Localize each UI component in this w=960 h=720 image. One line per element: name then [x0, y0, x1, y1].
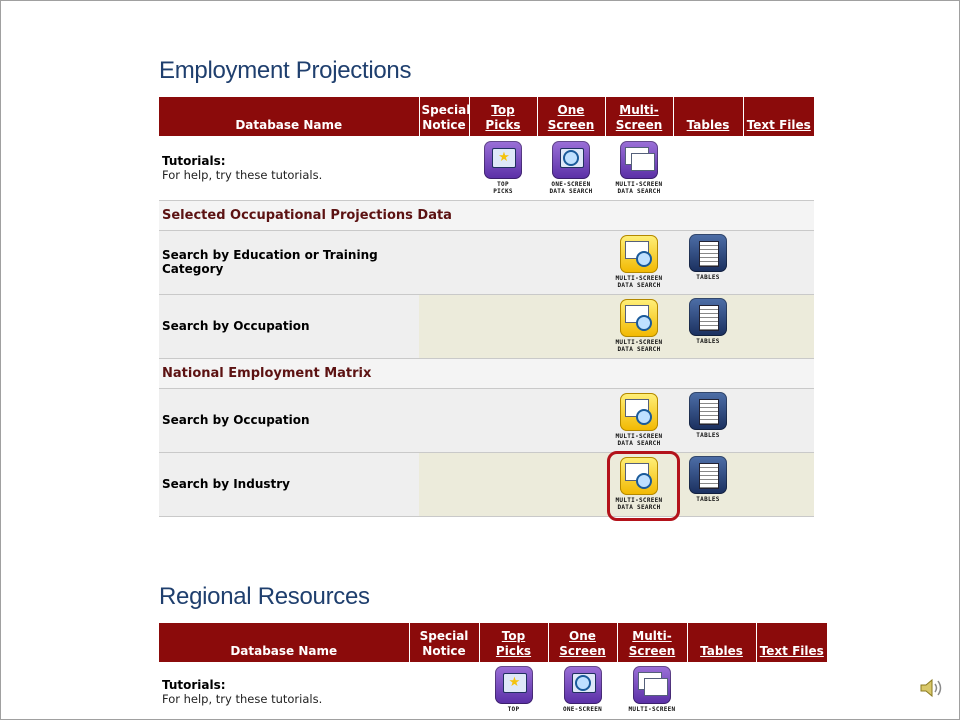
one-screen-tutorial[interactable]: ONE-SCREEN DATA SEARCH: [537, 140, 605, 195]
top-picks-tutorial[interactable]: ★ TOP PICKS: [469, 140, 537, 195]
table-row: Search by Education or Training Category…: [159, 230, 814, 295]
header-special-notice: Special Notice: [419, 97, 470, 136]
header-top-picks[interactable]: Top Picks: [469, 97, 538, 136]
multi-screen-tutorial[interactable]: MULTI-SCREEN DATA SEARCH: [605, 140, 673, 195]
speaker-icon[interactable]: [918, 676, 944, 700]
header-multi-screen[interactable]: Multi- Screen: [605, 97, 674, 136]
text-files-link[interactable]: Text Files: [746, 118, 811, 132]
header-text-files[interactable]: Text Files: [743, 97, 814, 136]
top-picks-link[interactable]: Top Picks: [495, 629, 532, 658]
table-row: Search by Industry MULTI-SCREEN DATA SEAR…: [159, 452, 814, 517]
tables-icon[interactable]: [689, 298, 727, 336]
category-title: Selected Occupational Projections Data: [159, 199, 814, 231]
header-tables[interactable]: Tables: [673, 97, 744, 136]
tutorials-row: Tutorials: For help, try these tutorials…: [159, 662, 827, 718]
one-screen-link[interactable]: One Screen: [547, 103, 595, 132]
tutorials-cell: Tutorials: For help, try these tutorials…: [159, 662, 409, 718]
multi-screen-icon[interactable]: [620, 140, 658, 179]
highlight-ring: [607, 451, 680, 521]
category-row: Selected Occupational Projections Data: [159, 199, 814, 231]
tables-icon[interactable]: [689, 392, 727, 430]
regional-table: Database Name Special Notice Top Picks One…: [159, 623, 827, 718]
multi-screen-icon[interactable]: [633, 666, 671, 704]
tutorials-row: Tutorials: For help, try these tutorials…: [159, 136, 814, 201]
multi-screen-search-icon[interactable]: [620, 457, 658, 495]
employment-projections-title: Employment Projections: [159, 57, 412, 84]
tables-icon[interactable]: [689, 456, 727, 494]
row-label: Search by Occupation: [159, 388, 419, 453]
tutorials-subtitle: For help, try these tutorials.: [162, 692, 323, 706]
one-screen-link[interactable]: One Screen: [559, 629, 606, 658]
multi-screen-data-search[interactable]: MULTI-SCREEN DATA SEARCH: [605, 235, 673, 289]
top-picks-link[interactable]: Top Picks: [485, 103, 521, 132]
multi-screen-link[interactable]: Multi- Screen: [615, 103, 663, 132]
header-special-notice: Special Notice: [409, 623, 480, 662]
category-row: National Employment Matrix: [159, 357, 814, 389]
header-top-picks[interactable]: Top Picks: [479, 623, 549, 662]
tables-button[interactable]: TABLES: [673, 234, 743, 290]
header-text-files[interactable]: Text Files: [756, 623, 827, 662]
multi-screen-search-icon[interactable]: [620, 393, 658, 431]
tutorials-cell: Tutorials: For help, try these tutorials…: [159, 136, 419, 201]
multi-screen-data-search[interactable]: MULTI-SCREEN DATA SEARCH: [605, 299, 673, 353]
employment-table: Database Name Special Notice Top Picks One…: [159, 97, 814, 517]
tables-button[interactable]: TABLES: [673, 392, 743, 448]
multi-screen-data-search[interactable]: MULTI-SCREEN DATA SEARCH: [605, 457, 673, 511]
table-row: Search by Occupation MULTI-SCREEN DATA SE…: [159, 294, 814, 359]
regional-resources-title: Regional Resources: [159, 583, 370, 610]
tutorials-title: Tutorials:: [162, 678, 226, 692]
row-label: Search by Occupation: [159, 294, 419, 359]
header-database-name: Database Name: [159, 623, 410, 662]
tables-link[interactable]: Tables: [700, 644, 743, 658]
header-tables[interactable]: Tables: [687, 623, 757, 662]
tutorials-title: Tutorials:: [162, 153, 226, 168]
multi-screen-data-search[interactable]: MULTI-SCREEN DATA SEARCH: [605, 393, 673, 447]
multi-screen-link[interactable]: Multi- Screen: [628, 629, 676, 658]
row-label: Search by Industry: [159, 452, 419, 517]
text-files-link[interactable]: Text Files: [759, 644, 824, 658]
top-picks-icon[interactable]: ★: [484, 140, 522, 179]
one-screen-tutorial[interactable]: ONE-SCREEN: [548, 666, 617, 713]
one-screen-icon[interactable]: [563, 666, 602, 704]
table-row: Search by Occupation MULTI-SCREEN DATA SE…: [159, 388, 814, 453]
row-label: Search by Education or Training Category: [159, 230, 419, 295]
one-screen-icon[interactable]: [552, 140, 590, 179]
top-picks-icon[interactable]: ★: [494, 666, 533, 704]
multi-screen-tutorial[interactable]: MULTI-SCREEN: [617, 666, 687, 713]
header-database-name: Database Name: [159, 97, 420, 136]
header-multi-screen[interactable]: Multi- Screen: [617, 623, 688, 662]
header-one-screen[interactable]: One Screen: [548, 623, 618, 662]
tables-button[interactable]: TABLES: [673, 456, 743, 512]
tables-button[interactable]: TABLES: [673, 298, 743, 354]
category-title: National Employment Matrix: [159, 357, 814, 389]
header-one-screen[interactable]: One Screen: [537, 97, 606, 136]
top-picks-tutorial[interactable]: ★ TOP: [479, 666, 548, 713]
multi-screen-search-icon[interactable]: [620, 299, 658, 337]
tutorials-subtitle: For help, try these tutorials.: [162, 167, 323, 182]
tables-link[interactable]: Tables: [686, 118, 730, 132]
tables-icon[interactable]: [689, 234, 727, 272]
multi-screen-search-icon[interactable]: [620, 235, 658, 273]
